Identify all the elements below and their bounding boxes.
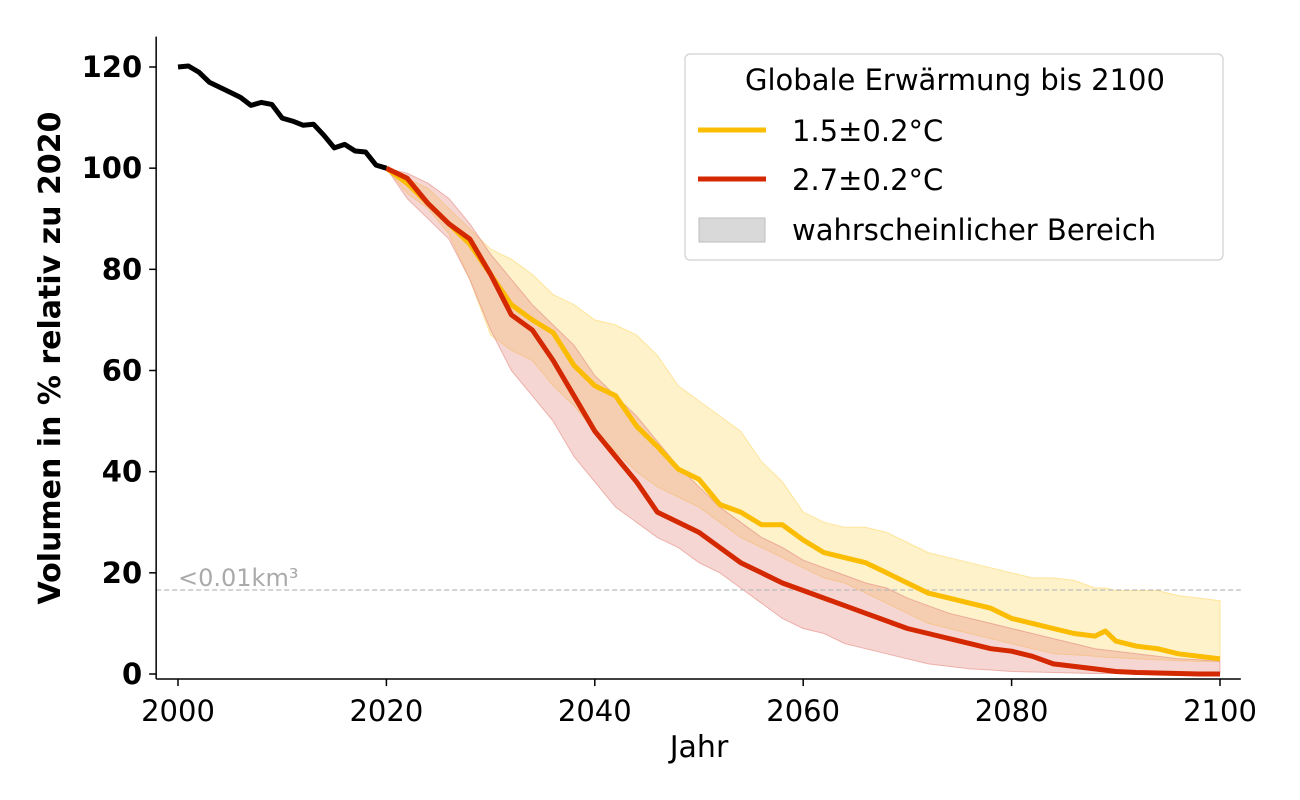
axes xyxy=(155,36,1241,680)
series-lines xyxy=(177,63,1221,677)
legend-swatch-likely-range xyxy=(698,217,766,243)
x-tick-label: 2020 xyxy=(349,694,423,728)
x-tick-label: 2100 xyxy=(1183,694,1257,728)
y-tick-label: 120 xyxy=(82,50,143,84)
likely-range-band-1-5c xyxy=(386,167,1221,662)
y-tick-label: 80 xyxy=(102,252,142,286)
median-line-1-5c xyxy=(384,166,1221,662)
legend-label-2-7c: 2.7±0.2°C xyxy=(792,163,943,197)
likely-range-band-2-7c xyxy=(385,167,1221,675)
y-tick-label: 20 xyxy=(102,556,142,590)
legend-label-likely-range: wahrscheinlicher Bereich xyxy=(792,213,1156,247)
likely-range-bands xyxy=(385,167,1221,675)
x-tick-label: 2040 xyxy=(558,694,632,728)
y-ticks: 0 20 40 60 80 100 120 xyxy=(82,50,157,691)
threshold-label: <0.01km³ xyxy=(178,564,298,592)
x-tick-label: 2000 xyxy=(141,694,215,728)
y-tick-label: 0 xyxy=(122,657,142,691)
x-tick-label: 2060 xyxy=(766,694,840,728)
y-tick-label: 100 xyxy=(82,151,143,185)
legend-title: Globale Erwärmung bis 2100 xyxy=(745,63,1165,97)
historical-line xyxy=(177,63,388,171)
x-tick-label: 2080 xyxy=(975,694,1049,728)
x-ticks: 2000 2020 2040 2060 2080 2100 xyxy=(141,679,1257,728)
legend: Globale Erwärmung bis 2100 1.5±0.2°C 2.7… xyxy=(684,53,1224,261)
legend-frame xyxy=(684,53,1224,261)
x-axis-label: Jahr xyxy=(668,730,729,765)
y-tick-label: 40 xyxy=(102,455,142,489)
y-tick-label: 60 xyxy=(102,354,142,388)
median-line-2-7c xyxy=(385,165,1220,677)
legend-label-1-5c: 1.5±0.2°C xyxy=(792,114,943,148)
y-axis-label: Volumen in % relativ zu 2020 xyxy=(33,112,68,605)
